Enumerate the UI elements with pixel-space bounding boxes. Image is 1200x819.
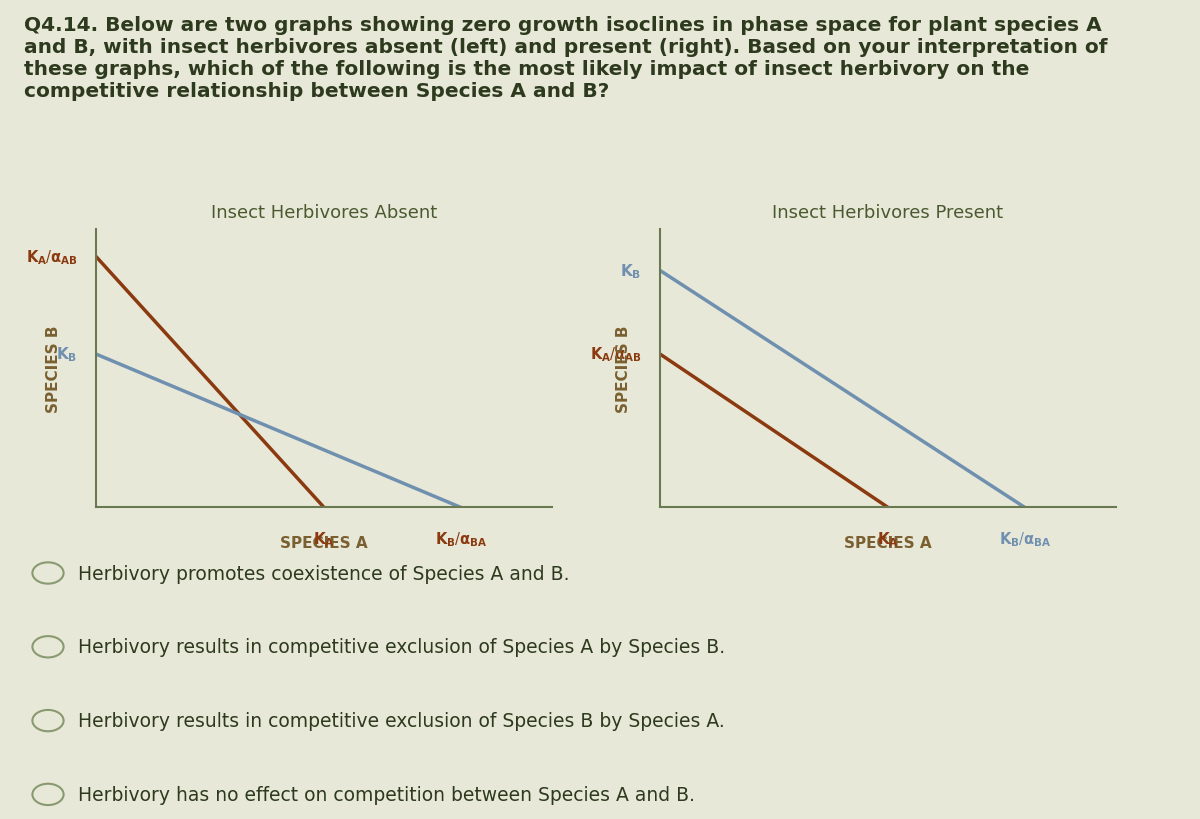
Text: SPECIES B: SPECIES B — [47, 325, 61, 412]
Text: $\mathbf{K}_\mathbf{B}/\mathbf{\alpha}_\mathbf{BA}$: $\mathbf{K}_\mathbf{B}/\mathbf{\alpha}_\… — [434, 530, 487, 549]
Text: Herbivory has no effect on competition between Species A and B.: Herbivory has no effect on competition b… — [78, 785, 695, 804]
Text: $\mathbf{K}_\mathbf{A}/\mathbf{\alpha}_\mathbf{AB}$: $\mathbf{K}_\mathbf{A}/\mathbf{\alpha}_\… — [589, 346, 642, 364]
Text: Q4.14. Below are two graphs showing zero growth isoclines in phase space for pla: Q4.14. Below are two graphs showing zero… — [24, 16, 1108, 102]
Text: $\mathbf{K}_\mathbf{A}$: $\mathbf{K}_\mathbf{A}$ — [877, 530, 899, 549]
Text: $\mathbf{K}_\mathbf{B}/\mathbf{\alpha}_\mathbf{BA}$: $\mathbf{K}_\mathbf{B}/\mathbf{\alpha}_\… — [998, 530, 1051, 549]
Text: $\mathbf{K}_\mathbf{B}$: $\mathbf{K}_\mathbf{B}$ — [56, 346, 78, 364]
Text: Herbivory results in competitive exclusion of Species B by Species A.: Herbivory results in competitive exclusi… — [78, 711, 725, 731]
X-axis label: SPECIES A: SPECIES A — [844, 536, 932, 550]
Text: $\mathbf{K}_\mathbf{B}$: $\mathbf{K}_\mathbf{B}$ — [620, 262, 642, 280]
Title: Insect Herbivores Absent: Insect Herbivores Absent — [211, 204, 437, 222]
Text: $\mathbf{K}_\mathbf{A}$: $\mathbf{K}_\mathbf{A}$ — [313, 530, 335, 549]
Text: Herbivory results in competitive exclusion of Species A by Species B.: Herbivory results in competitive exclusi… — [78, 637, 725, 657]
X-axis label: SPECIES A: SPECIES A — [280, 536, 368, 550]
Text: SPECIES B: SPECIES B — [617, 325, 631, 412]
Text: Herbivory promotes coexistence of Species A and B.: Herbivory promotes coexistence of Specie… — [78, 563, 570, 583]
Title: Insect Herbivores Present: Insect Herbivores Present — [773, 204, 1003, 222]
Text: $\mathbf{K}_\mathbf{A}/\mathbf{\alpha}_\mathbf{AB}$: $\mathbf{K}_\mathbf{A}/\mathbf{\alpha}_\… — [25, 248, 78, 266]
